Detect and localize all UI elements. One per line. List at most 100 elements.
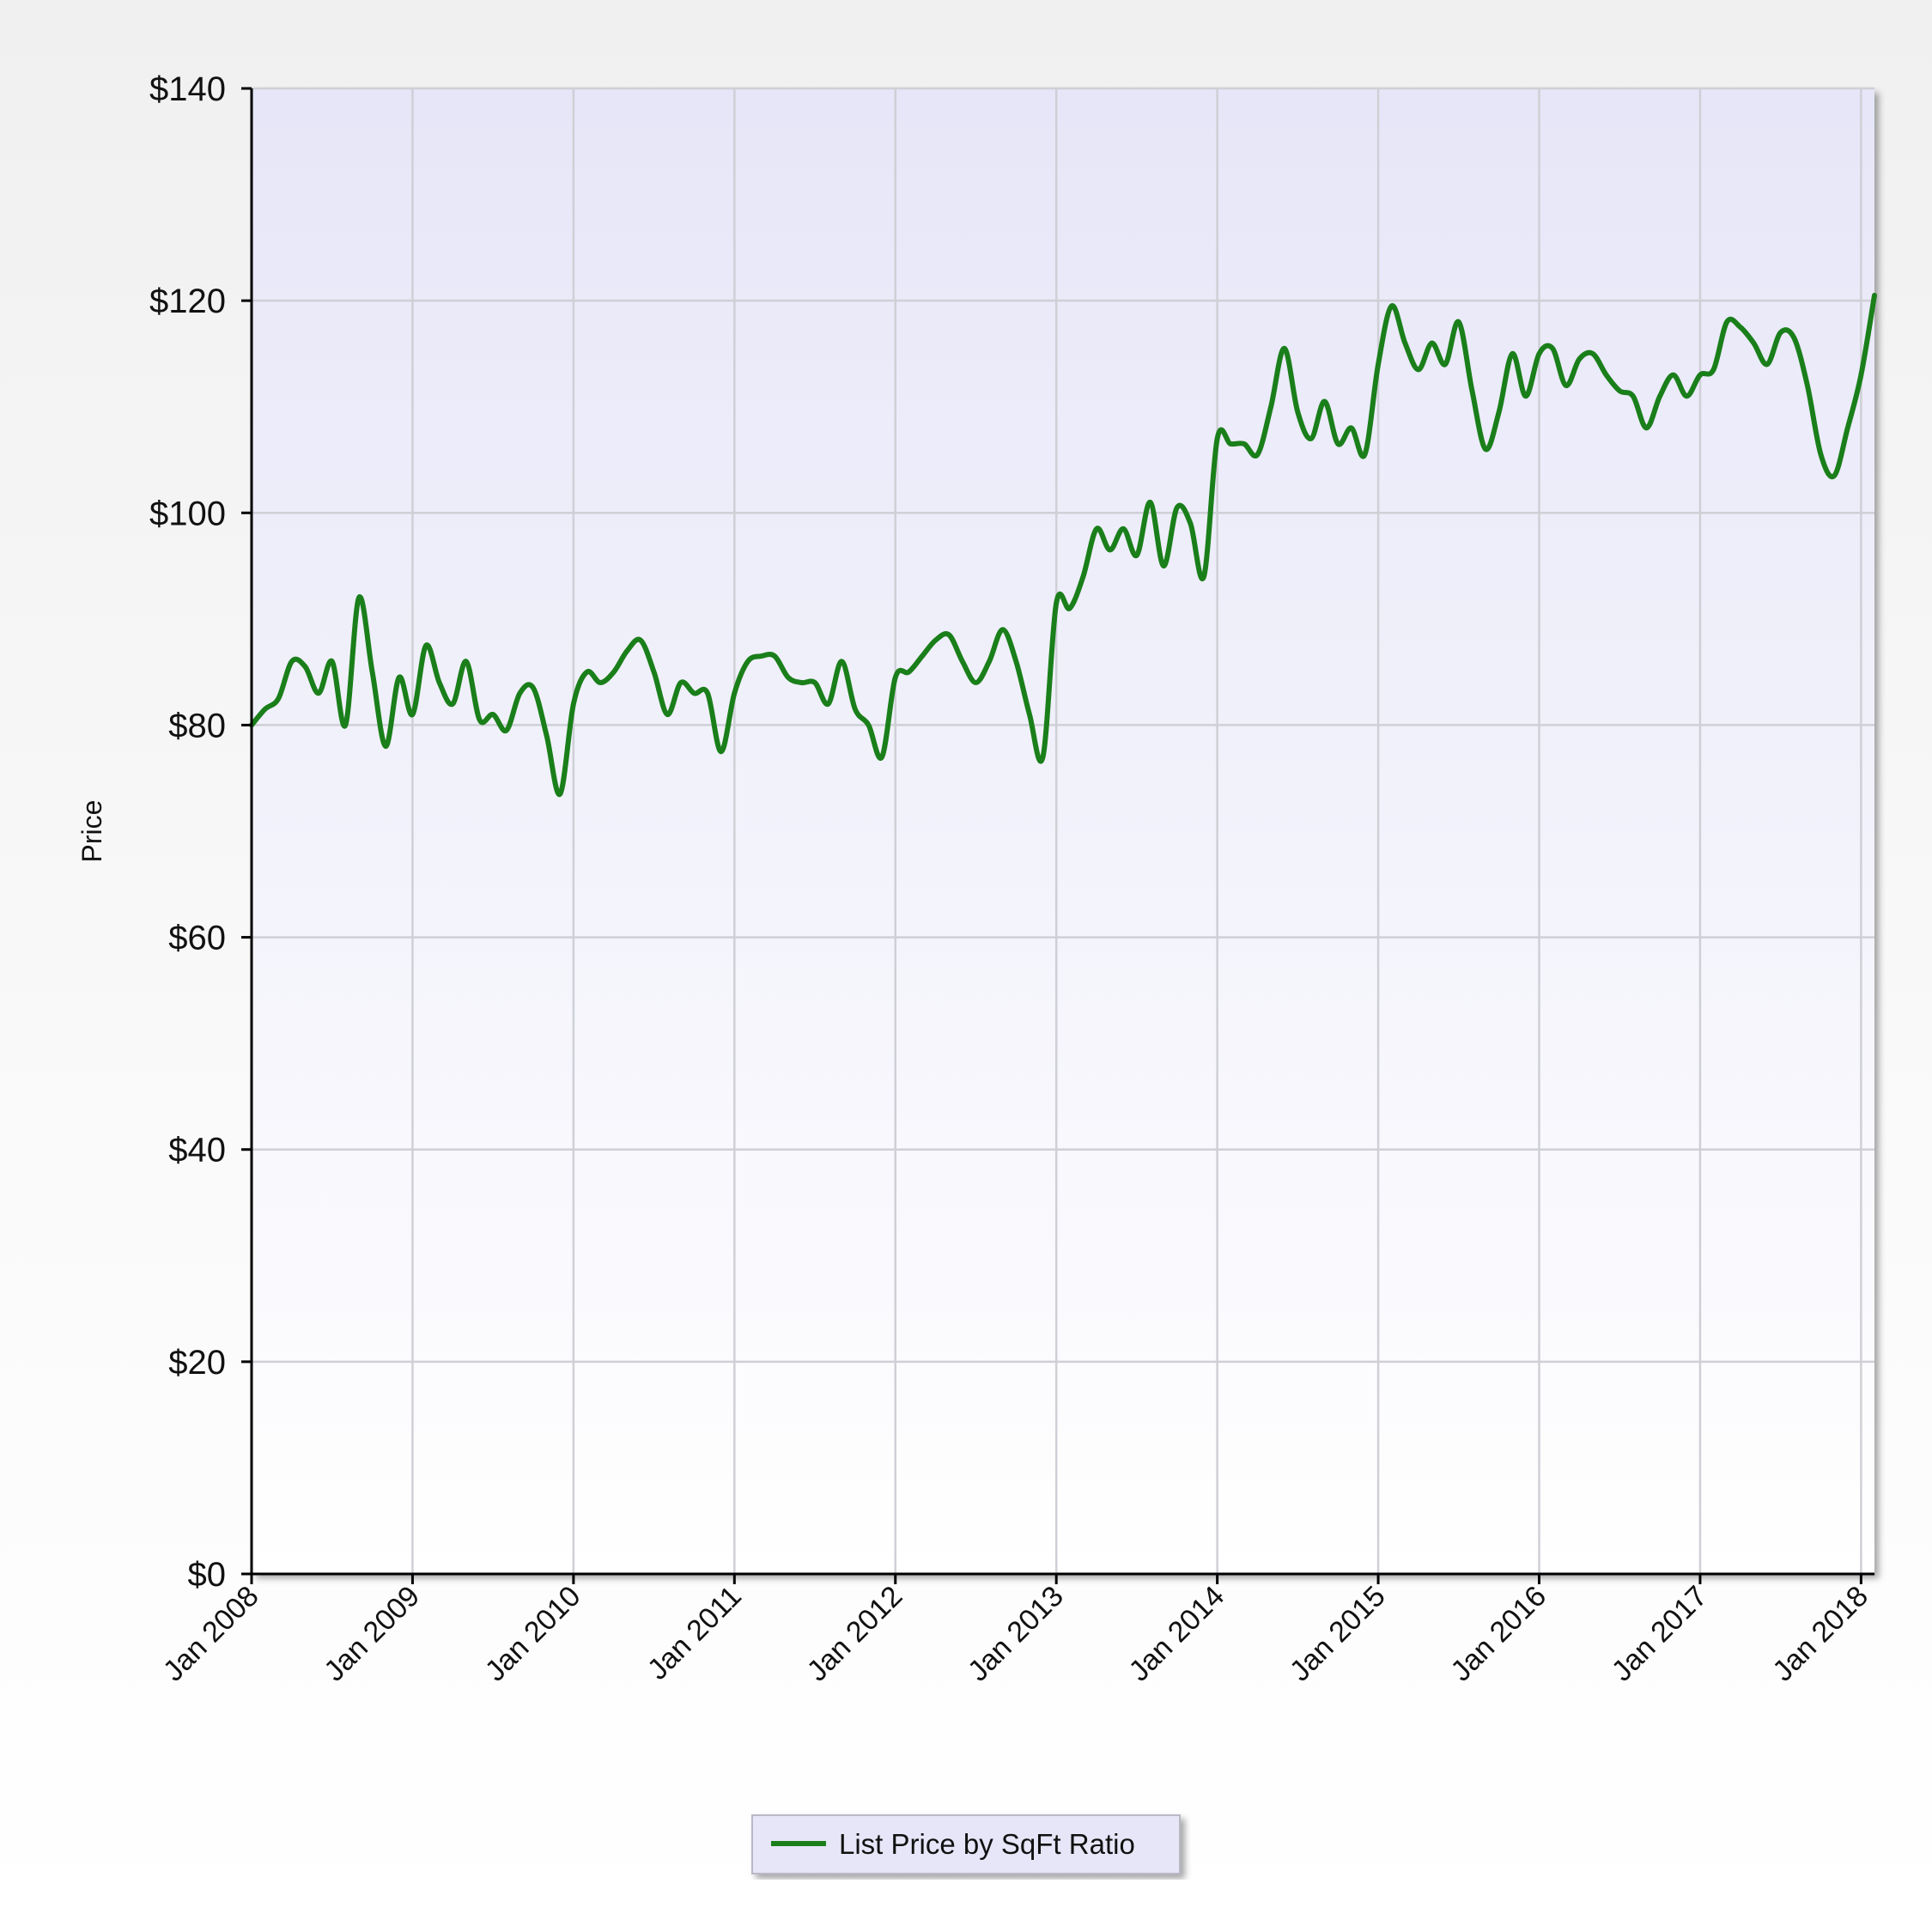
data-point [906,670,911,675]
data-point [1322,399,1327,404]
data-point [960,659,965,664]
data-point [1255,452,1260,457]
data-point [557,792,562,797]
data-point [450,702,455,707]
y-axis-ticks: $0 $20 $40 $60 $80 $100 $120 $140 [149,70,252,1594]
data-point [1228,441,1233,447]
x-tick-label: Jan 2018 [1766,1580,1874,1688]
data-point [1751,341,1756,346]
data-point [1724,319,1729,325]
data-point [1845,425,1850,430]
data-point [1469,388,1474,393]
data-point [289,659,295,664]
data-point [1858,373,1863,378]
x-tick-label: Jan 2011 [641,1580,748,1686]
data-point [1175,505,1180,510]
data-point [1778,330,1783,335]
y-tick-label: $60 [168,920,226,957]
data-point [866,722,872,727]
plot-area [252,88,1874,1574]
x-tick-label: Jan 2012 [801,1580,909,1688]
data-point [1738,325,1743,330]
data-point [946,632,951,637]
data-point [302,664,307,669]
data-point [1349,425,1354,430]
data-point [1161,563,1166,568]
data-point [1148,500,1153,505]
data-point [1201,574,1206,579]
data-point [1832,473,1837,478]
data-point [1456,319,1461,325]
data-point [705,690,710,696]
data-point [1295,410,1300,415]
data-point [1791,335,1796,340]
data-point [719,749,724,754]
x-tick-label: Jan 2017 [1606,1580,1714,1688]
data-point [759,653,764,659]
data-point [356,595,361,600]
data-point [1067,606,1072,611]
data-point [1765,361,1770,367]
data-point [1389,303,1394,308]
data-point [1872,293,1877,298]
data-point [893,675,898,680]
data-point [1402,341,1407,346]
data-point [1080,574,1085,579]
data-point [343,722,348,727]
x-tick-label: Jan 2014 [1122,1580,1230,1688]
data-point [410,712,415,717]
data-point [826,702,831,707]
data-point [786,675,791,680]
x-tick-label: Jan 2010 [479,1580,587,1688]
y-tick-label: $100 [149,495,226,532]
data-point [1711,367,1716,372]
data-point [1430,341,1435,346]
data-point [1604,373,1609,378]
data-point [477,717,483,722]
x-tick-label: Jan 2009 [318,1580,426,1688]
data-point [1188,521,1193,526]
data-point [853,707,858,712]
data-point [745,659,750,664]
data-point [772,653,777,659]
y-tick-label: $0 [188,1556,227,1594]
data-point [933,638,939,643]
y-axis-title: Price [76,800,107,863]
x-tick-label: Jan 2008 [157,1580,265,1688]
data-point [1698,373,1703,378]
data-point [1013,659,1018,664]
data-point [839,659,844,664]
data-point [1550,346,1555,351]
data-point [504,728,509,733]
data-point [611,670,617,675]
data-point [490,712,495,717]
x-tick-label: Jan 2013 [962,1580,1070,1688]
data-point [1497,410,1502,415]
x-tick-label: Jan 2016 [1444,1580,1552,1688]
data-point [652,670,657,675]
series-line [249,292,1877,797]
data-point [598,680,603,685]
y-tick-label: $20 [168,1344,226,1382]
legend-label: List Price by SqFt Ratio [839,1828,1135,1860]
data-point [383,744,388,749]
data-point [1537,351,1542,356]
data-point [678,680,683,685]
data-point [423,643,428,648]
data-point [1376,361,1381,367]
data-point [1362,452,1367,457]
data-point [1657,393,1662,398]
data-point [920,653,925,659]
data-point [1684,393,1689,398]
data-point [1268,404,1273,410]
legend[interactable]: List Price by SqFt Ratio [751,1814,1181,1874]
data-point [1215,436,1220,441]
data-point [330,659,335,664]
x-axis-ticks: Jan 2008 Jan 2009 Jan 2010 Jan 2011 Jan 2012… [157,1574,1874,1688]
data-point [1564,383,1569,388]
data-point [1054,600,1059,605]
data-point [1590,351,1595,356]
data-point [1617,388,1622,393]
data-point [973,680,978,685]
data-point [571,702,576,707]
